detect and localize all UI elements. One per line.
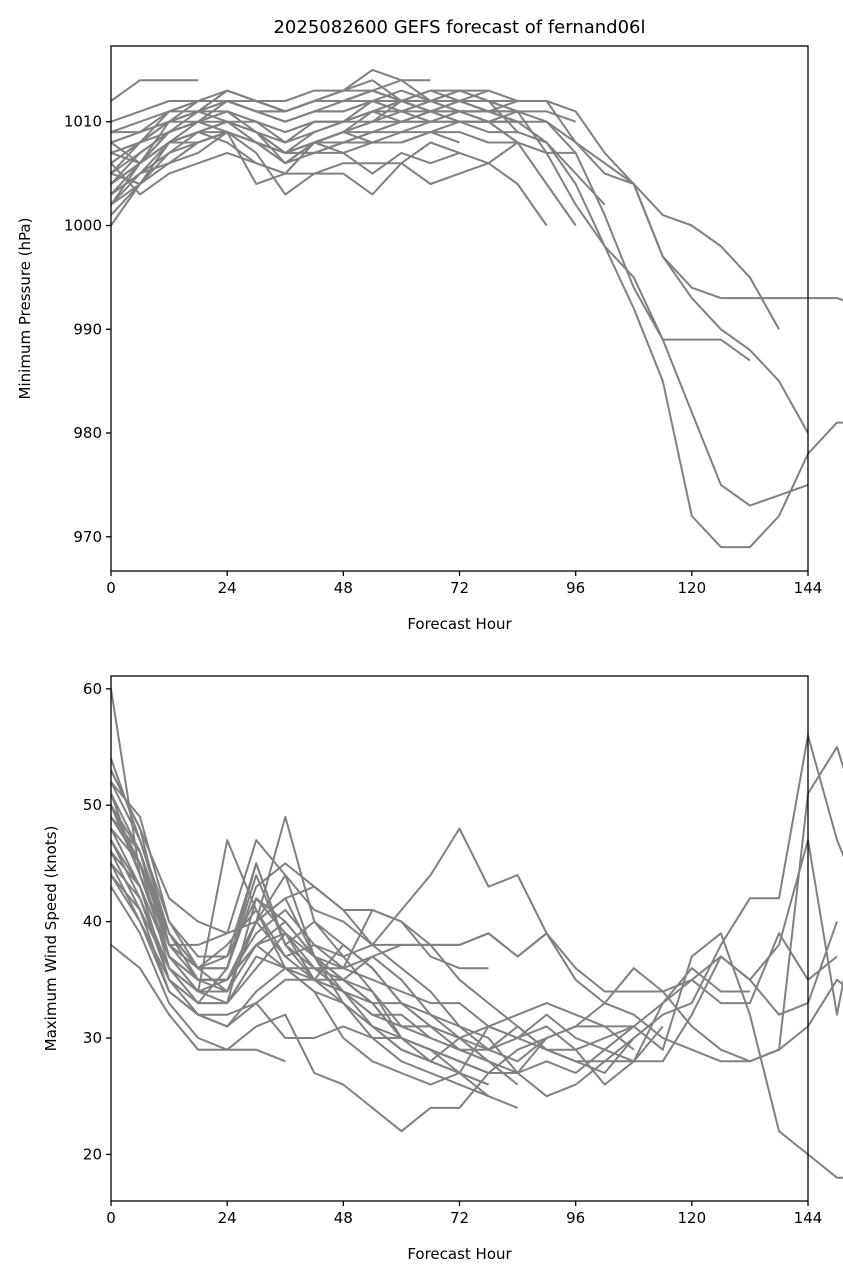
pressure-y-axis-label: Minimum Pressure (hPa) (16, 218, 34, 400)
wind-y-ticks: 20 30 40 50 60 (83, 680, 111, 1163)
pressure-series-line (110, 89, 518, 134)
wind-series-line (110, 862, 489, 1005)
wind-series-line (110, 734, 843, 1063)
pressure-x-tick-label: 48 (334, 579, 353, 597)
pressure-x-tick-label: 144 (794, 579, 823, 597)
wind-x-ticks: 0 24 48 72 96 120 144 (106, 1201, 822, 1227)
pressure-x-axis-label: Forecast Hour (407, 615, 512, 633)
wind-x-tick-label: 144 (794, 1209, 823, 1227)
wind-x-tick-label: 0 (106, 1209, 116, 1227)
pressure-chart: 0 24 48 72 96 120 144 970 980 990 1000 1010 Foreca… (16, 45, 843, 633)
wind-series-line (110, 874, 635, 1086)
wind-series-line (110, 804, 489, 1063)
wind-y-tick-label: 30 (83, 1029, 102, 1047)
wind-y-tick-label: 20 (83, 1145, 102, 1163)
wind-series-line (110, 886, 286, 1063)
wind-series-line (110, 758, 750, 1051)
wind-series-line (110, 804, 838, 1086)
pressure-series-line (110, 120, 606, 206)
chart-title: 2025082600 GEFS forecast of fernand06l (273, 17, 645, 38)
wind-series-line (110, 827, 519, 1086)
wind-x-tick-label: 72 (450, 1209, 469, 1227)
wind-chart: 0 24 48 72 96 120 144 20 30 40 50 60 Forecast Hour… (42, 675, 843, 1263)
wind-series-group (110, 688, 843, 1179)
wind-series-line (110, 851, 518, 1109)
wind-x-tick-label: 96 (566, 1209, 585, 1227)
pressure-x-tick-label: 0 (106, 579, 116, 597)
pressure-x-tick-label: 72 (450, 579, 469, 597)
pressure-y-ticks: 970 980 990 1000 1010 (64, 113, 111, 546)
pressure-x-tick-label: 24 (218, 579, 237, 597)
wind-series-line (110, 781, 635, 1063)
pressure-x-tick-label: 120 (678, 579, 707, 597)
wind-y-tick-label: 40 (83, 913, 102, 931)
pressure-series-line (110, 79, 199, 102)
wind-y-tick-label: 60 (83, 680, 102, 698)
wind-x-tick-label: 24 (218, 1209, 237, 1227)
wind-series-line (110, 944, 490, 1133)
wind-series-line (110, 816, 843, 1074)
pressure-series-line (110, 131, 519, 196)
wind-x-tick-label: 48 (334, 1209, 353, 1227)
wind-y-tick-label: 50 (83, 796, 102, 814)
wind-y-axis-label: Maximum Wind Speed (knots) (42, 826, 60, 1052)
pressure-x-tick-label: 96 (566, 579, 585, 597)
pressure-y-tick-label: 1000 (64, 216, 102, 234)
pressure-plot-frame (110, 45, 809, 572)
pressure-y-tick-label: 970 (73, 528, 102, 546)
pressure-series-line (110, 120, 809, 507)
pressure-x-ticks: 0 24 48 72 96 120 144 (106, 571, 822, 597)
pressure-series-group (110, 68, 843, 549)
pressure-y-tick-label: 990 (73, 320, 102, 338)
wind-x-axis-label: Forecast Hour (407, 1245, 512, 1263)
pressure-y-tick-label: 980 (73, 424, 102, 442)
pressure-series-line (110, 110, 518, 196)
pressure-series-line (110, 79, 780, 330)
wind-x-tick-label: 120 (678, 1209, 707, 1227)
pressure-series-line (110, 141, 548, 227)
wind-series-line (110, 769, 490, 1063)
pressure-y-tick-label: 1010 (64, 113, 102, 131)
